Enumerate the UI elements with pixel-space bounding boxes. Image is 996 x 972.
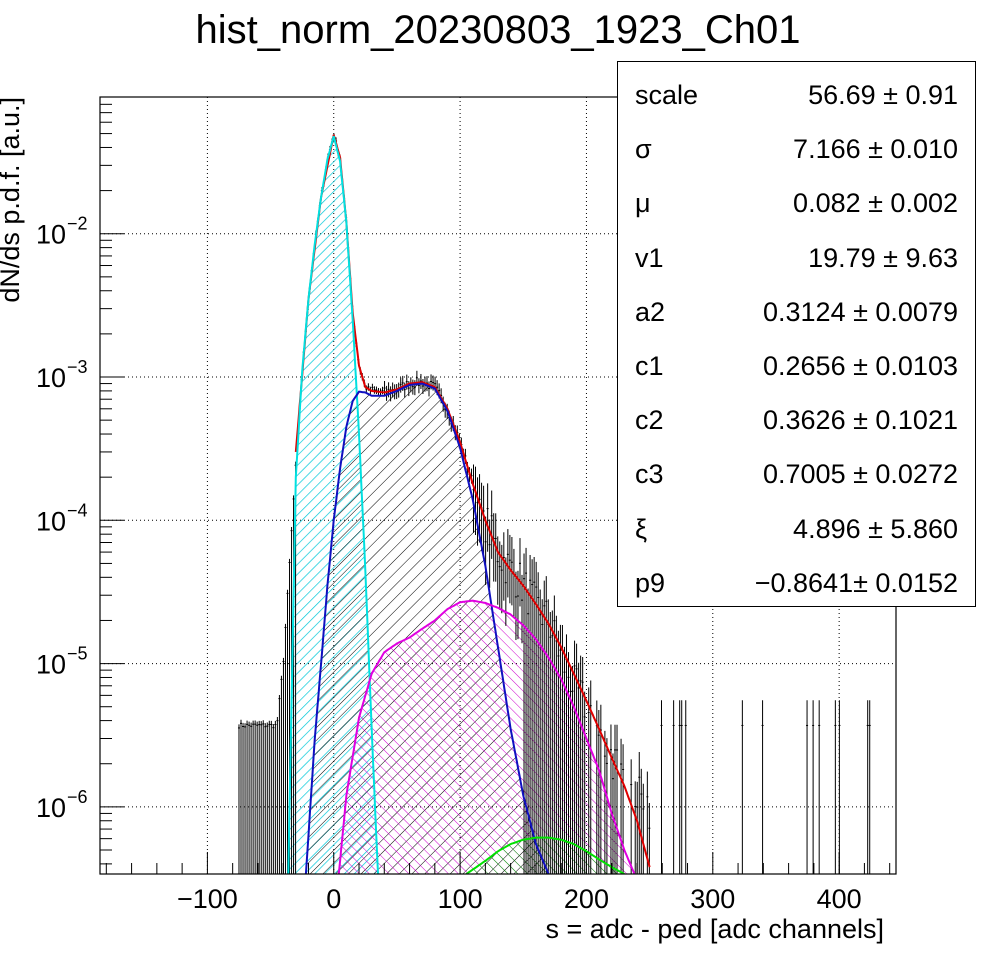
fit-parameter-value: 56.69 ± 0.91 — [808, 80, 958, 110]
y-tick-label: 10 — [36, 363, 66, 393]
y-tick-exponent: −3 — [67, 357, 88, 377]
x-tick-label: 300 — [690, 884, 735, 914]
y-tick-exponent: −4 — [67, 500, 88, 520]
page-title: hist_norm_20230803_1923_Ch01 — [195, 8, 801, 52]
fit-parameter-row: a2 0.3124 ± 0.0079 — [618, 283, 975, 337]
fit-parameter-value: 0.082 ± 0.002 — [793, 188, 958, 219]
fit-curves — [287, 134, 651, 874]
fit-parameter-value: 19.79 ± 9.63 — [808, 242, 958, 273]
fit-parameter-name: v1 — [635, 242, 664, 273]
fit-parameter-name: μ — [635, 188, 651, 219]
y-tick-label: 10 — [36, 506, 66, 536]
fit-parameter-value: 0.3124 ± 0.0079 — [763, 296, 958, 327]
fit-parameter-row: p9 −0.8641± 0.0152 — [618, 554, 975, 608]
total-fit-curve — [294, 134, 651, 868]
y-tick-exponent: −2 — [67, 214, 88, 234]
single-pe-component — [304, 382, 550, 874]
y-tick-label: 10 — [36, 793, 66, 823]
x-tick-label: 400 — [817, 884, 862, 914]
fit-parameter-value: 4.896 ± 5.860 — [793, 513, 958, 544]
fit-parameter-name: scale — [635, 80, 699, 110]
x-axis-ticks: −100 0 100 200 300 400 — [105, 852, 891, 914]
fit-parameter-name: c3 — [635, 459, 664, 490]
fit-parameter-row: v1 19.79 ± 9.63 — [618, 229, 975, 283]
y-axis-label: dN/ds p.d.f. [a.u.] — [0, 97, 25, 303]
fit-parameter-row: c3 0.7005 ± 0.0272 — [618, 445, 975, 499]
x-tick-label: 0 — [326, 884, 341, 914]
fit-parameter-row: σ 7.166 ± 0.010 — [618, 120, 975, 174]
fit-parameter-row: μ 0.082 ± 0.002 — [618, 174, 975, 228]
fit-parameter-row: scale 56.69 ± 0.91 — [618, 66, 975, 120]
fit-parameter-name: a2 — [635, 296, 666, 327]
double-pe-component — [337, 599, 636, 874]
fit-parameter-row: c2 0.3626 ± 0.1021 — [618, 391, 975, 445]
fit-parameter-value: 0.7005 ± 0.0272 — [763, 459, 958, 490]
y-tick-label: 10 — [36, 220, 66, 250]
x-tick-label: 100 — [438, 884, 483, 914]
fit-parameters-box: scale 56.69 ± 0.91 σ 7.166 ± 0.010 μ 0.082 ± … — [617, 61, 976, 607]
fit-parameter-name: σ — [635, 134, 652, 165]
fit-parameter-name: c1 — [635, 351, 664, 381]
fit-parameter-name: p9 — [635, 567, 666, 598]
fit-parameter-name: ξ — [635, 513, 648, 544]
fit-parameter-value: 0.3626 ± 0.1021 — [763, 405, 958, 436]
x-tick-label: −100 — [177, 884, 238, 914]
pedestal-component — [287, 135, 379, 874]
fit-parameter-row: c1 0.2656 ± 0.0103 — [618, 337, 975, 391]
triple-pe-component — [465, 836, 625, 874]
y-axis-ticks: 10−610−510−410−310−2 — [36, 96, 124, 865]
y-tick-exponent: −6 — [67, 787, 88, 807]
x-axis-label: s = adc - ped [adc channels] — [546, 914, 884, 944]
fit-parameter-value: 0.2656 ± 0.0103 — [763, 351, 958, 381]
fit-parameter-value: −0.8641± 0.0152 — [754, 567, 958, 598]
component-fills — [288, 136, 635, 874]
fit-parameter-row: ξ 4.896 ± 5.860 — [618, 500, 975, 554]
x-tick-label: 200 — [564, 884, 609, 914]
y-tick-label: 10 — [36, 650, 66, 680]
fit-parameter-name: c2 — [635, 405, 664, 436]
fit-parameter-value: 7.166 ± 0.010 — [793, 134, 958, 165]
y-tick-exponent: −5 — [67, 644, 88, 664]
